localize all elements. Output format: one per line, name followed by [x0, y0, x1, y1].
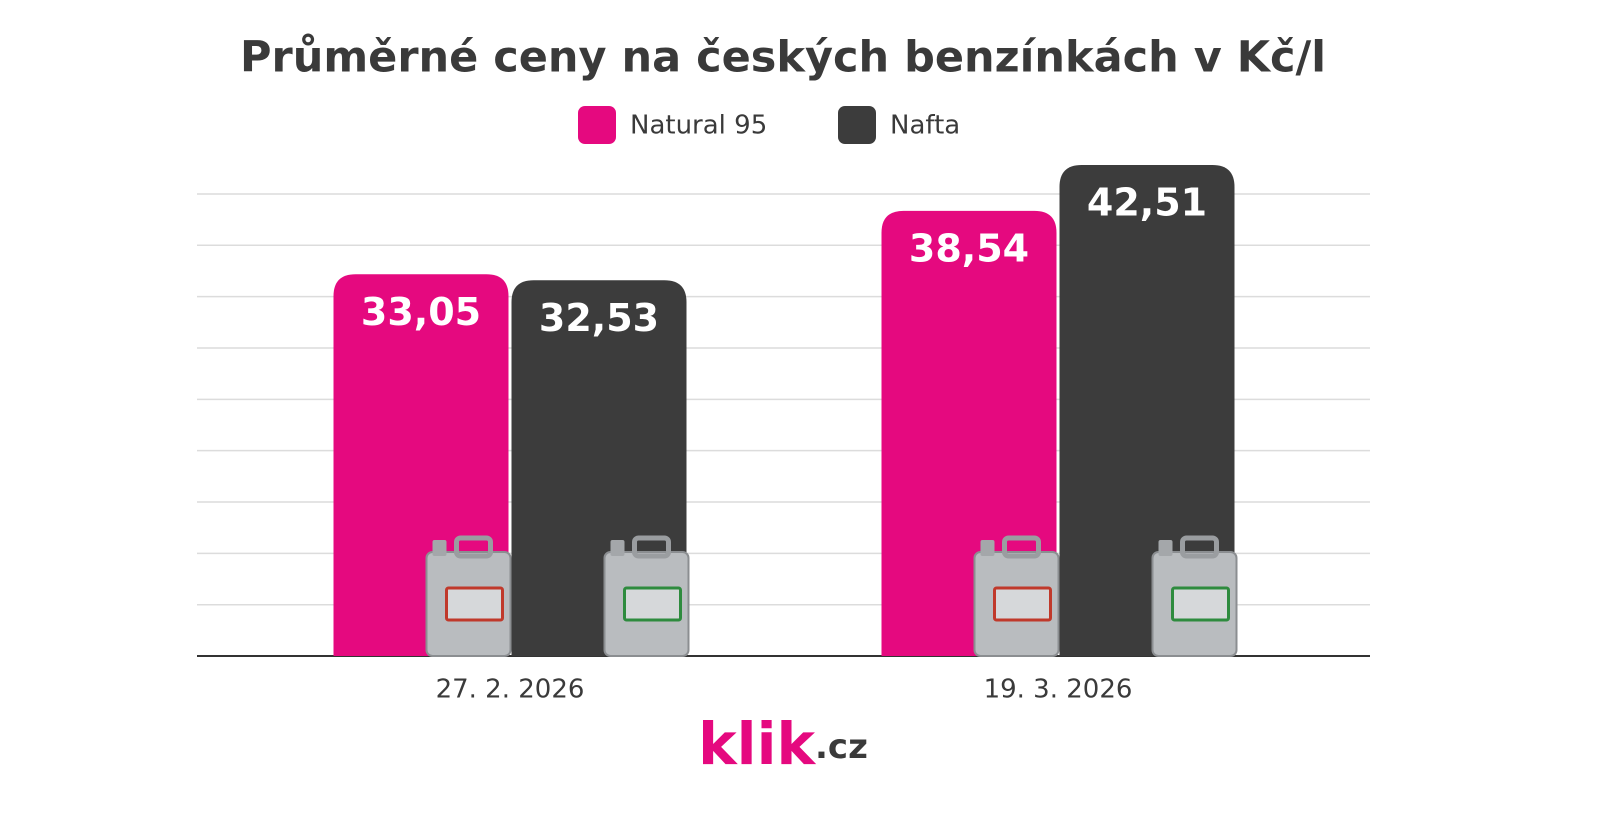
value-label: 32,53 — [539, 296, 659, 340]
can-handle — [1002, 535, 1041, 559]
bar — [881, 210, 1057, 656]
x-tick-label: 27. 2. 2026 — [436, 675, 585, 705]
logo-main: klik — [698, 710, 816, 778]
can-spout — [1158, 540, 1173, 556]
legend-swatch — [838, 106, 876, 144]
value-label: 33,05 — [361, 290, 481, 334]
chart-title: Průměrné ceny na českých benzínkách v Kč… — [240, 33, 1326, 83]
jerrycan — [603, 535, 690, 657]
can-spout — [610, 540, 625, 556]
jerrycan — [1151, 535, 1238, 657]
logo: klik.cz — [698, 710, 868, 778]
bar — [1059, 165, 1235, 656]
labels: 27. 2. 2026 33,05 32,53 19. 3. 2026 38,54 42,… — [361, 181, 1207, 705]
jerrycan — [973, 535, 1060, 657]
logo-suffix: .cz — [815, 727, 868, 767]
x-tick-label: 19. 3. 2026 — [984, 675, 1133, 705]
legend-swatch — [578, 106, 616, 144]
legend-label: Natural 95 — [630, 111, 767, 141]
can-spout — [432, 540, 447, 556]
can-handle — [632, 535, 671, 559]
can-spout — [980, 540, 995, 556]
can-label — [1171, 586, 1230, 622]
can-handle — [1180, 535, 1219, 559]
jerrycan — [425, 535, 512, 657]
can-label — [993, 586, 1052, 622]
can-handle — [454, 535, 493, 559]
can-label — [623, 586, 682, 622]
value-label: 42,51 — [1087, 181, 1207, 225]
legend-label: Nafta — [890, 111, 960, 141]
value-label: 38,54 — [909, 226, 1029, 270]
decorations — [425, 535, 1238, 657]
can-label — [445, 586, 504, 622]
